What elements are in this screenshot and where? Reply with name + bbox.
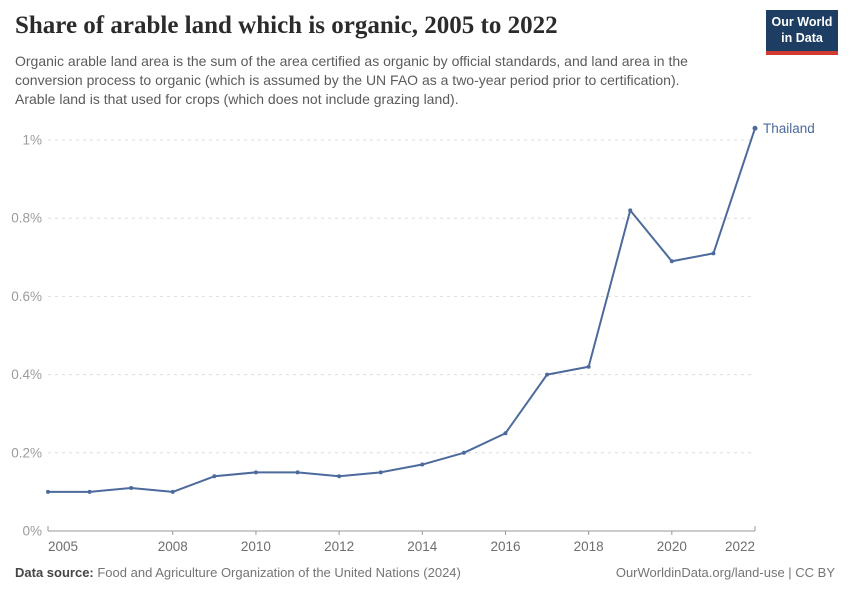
data-point — [752, 125, 758, 131]
x-axis-tick-label: 2010 — [241, 539, 271, 554]
data-source-note: Data source: Food and Agriculture Organi… — [15, 565, 461, 580]
y-axis-tick-label: 0.2% — [11, 445, 42, 460]
data-point — [503, 431, 508, 436]
data-point — [420, 462, 425, 467]
chart-footer: Data source: Food and Agriculture Organi… — [15, 565, 835, 580]
attribution-note: OurWorldinData.org/land-use | CC BY — [615, 565, 835, 580]
x-axis-tick-label: 2005 — [48, 539, 78, 554]
x-axis-tick-label: 2016 — [490, 539, 520, 554]
x-axis-tick-label: 2020 — [657, 539, 687, 554]
owid-logo-text: Our World in Data — [766, 10, 838, 51]
data-point — [669, 259, 674, 264]
data-source-label: Data source: — [15, 565, 94, 580]
x-axis-tick-label: 2022 — [725, 539, 755, 554]
y-axis-tick-label: 1% — [22, 133, 42, 148]
data-point — [337, 474, 342, 479]
data-point — [711, 251, 716, 256]
data-point — [212, 474, 217, 479]
chart-subtitle: Organic arable land area is the sum of t… — [15, 53, 688, 108]
data-point — [129, 485, 134, 490]
data-point — [586, 364, 591, 369]
chart-title: Share of arable land which is organic, 2… — [15, 12, 558, 39]
y-axis-tick-label: 0% — [22, 524, 42, 539]
series-label: Thailand — [763, 121, 815, 136]
data-point — [378, 470, 383, 475]
data-source-value: Food and Agriculture Organization of the… — [93, 565, 461, 580]
owid-logo-red-stripe — [766, 51, 838, 55]
data-point — [461, 450, 466, 455]
data-point — [628, 208, 633, 213]
series-line — [47, 127, 756, 493]
x-axis-tick-label: 2012 — [324, 539, 354, 554]
x-axis-tick-label: 2014 — [407, 539, 438, 554]
data-point — [170, 489, 175, 494]
y-axis-tick-label: 0.6% — [11, 289, 42, 304]
owid-logo: Our World in Data — [766, 10, 838, 55]
data-point — [295, 470, 300, 475]
x-axis-tick-label: 2008 — [158, 539, 188, 554]
data-point — [87, 489, 92, 494]
data-point — [253, 470, 258, 475]
y-axis-tick-label: 0.8% — [11, 211, 42, 226]
data-point — [545, 372, 550, 377]
y-axis-tick-label: 0.4% — [11, 367, 42, 382]
x-axis-tick-label: 2018 — [574, 539, 604, 554]
data-point — [46, 489, 50, 494]
line-chart-plot-area: 0% 0.2% 0.4% 0.6% 0.8% 1% 2005 2008 2010 2012 2014… — [11, 121, 815, 554]
